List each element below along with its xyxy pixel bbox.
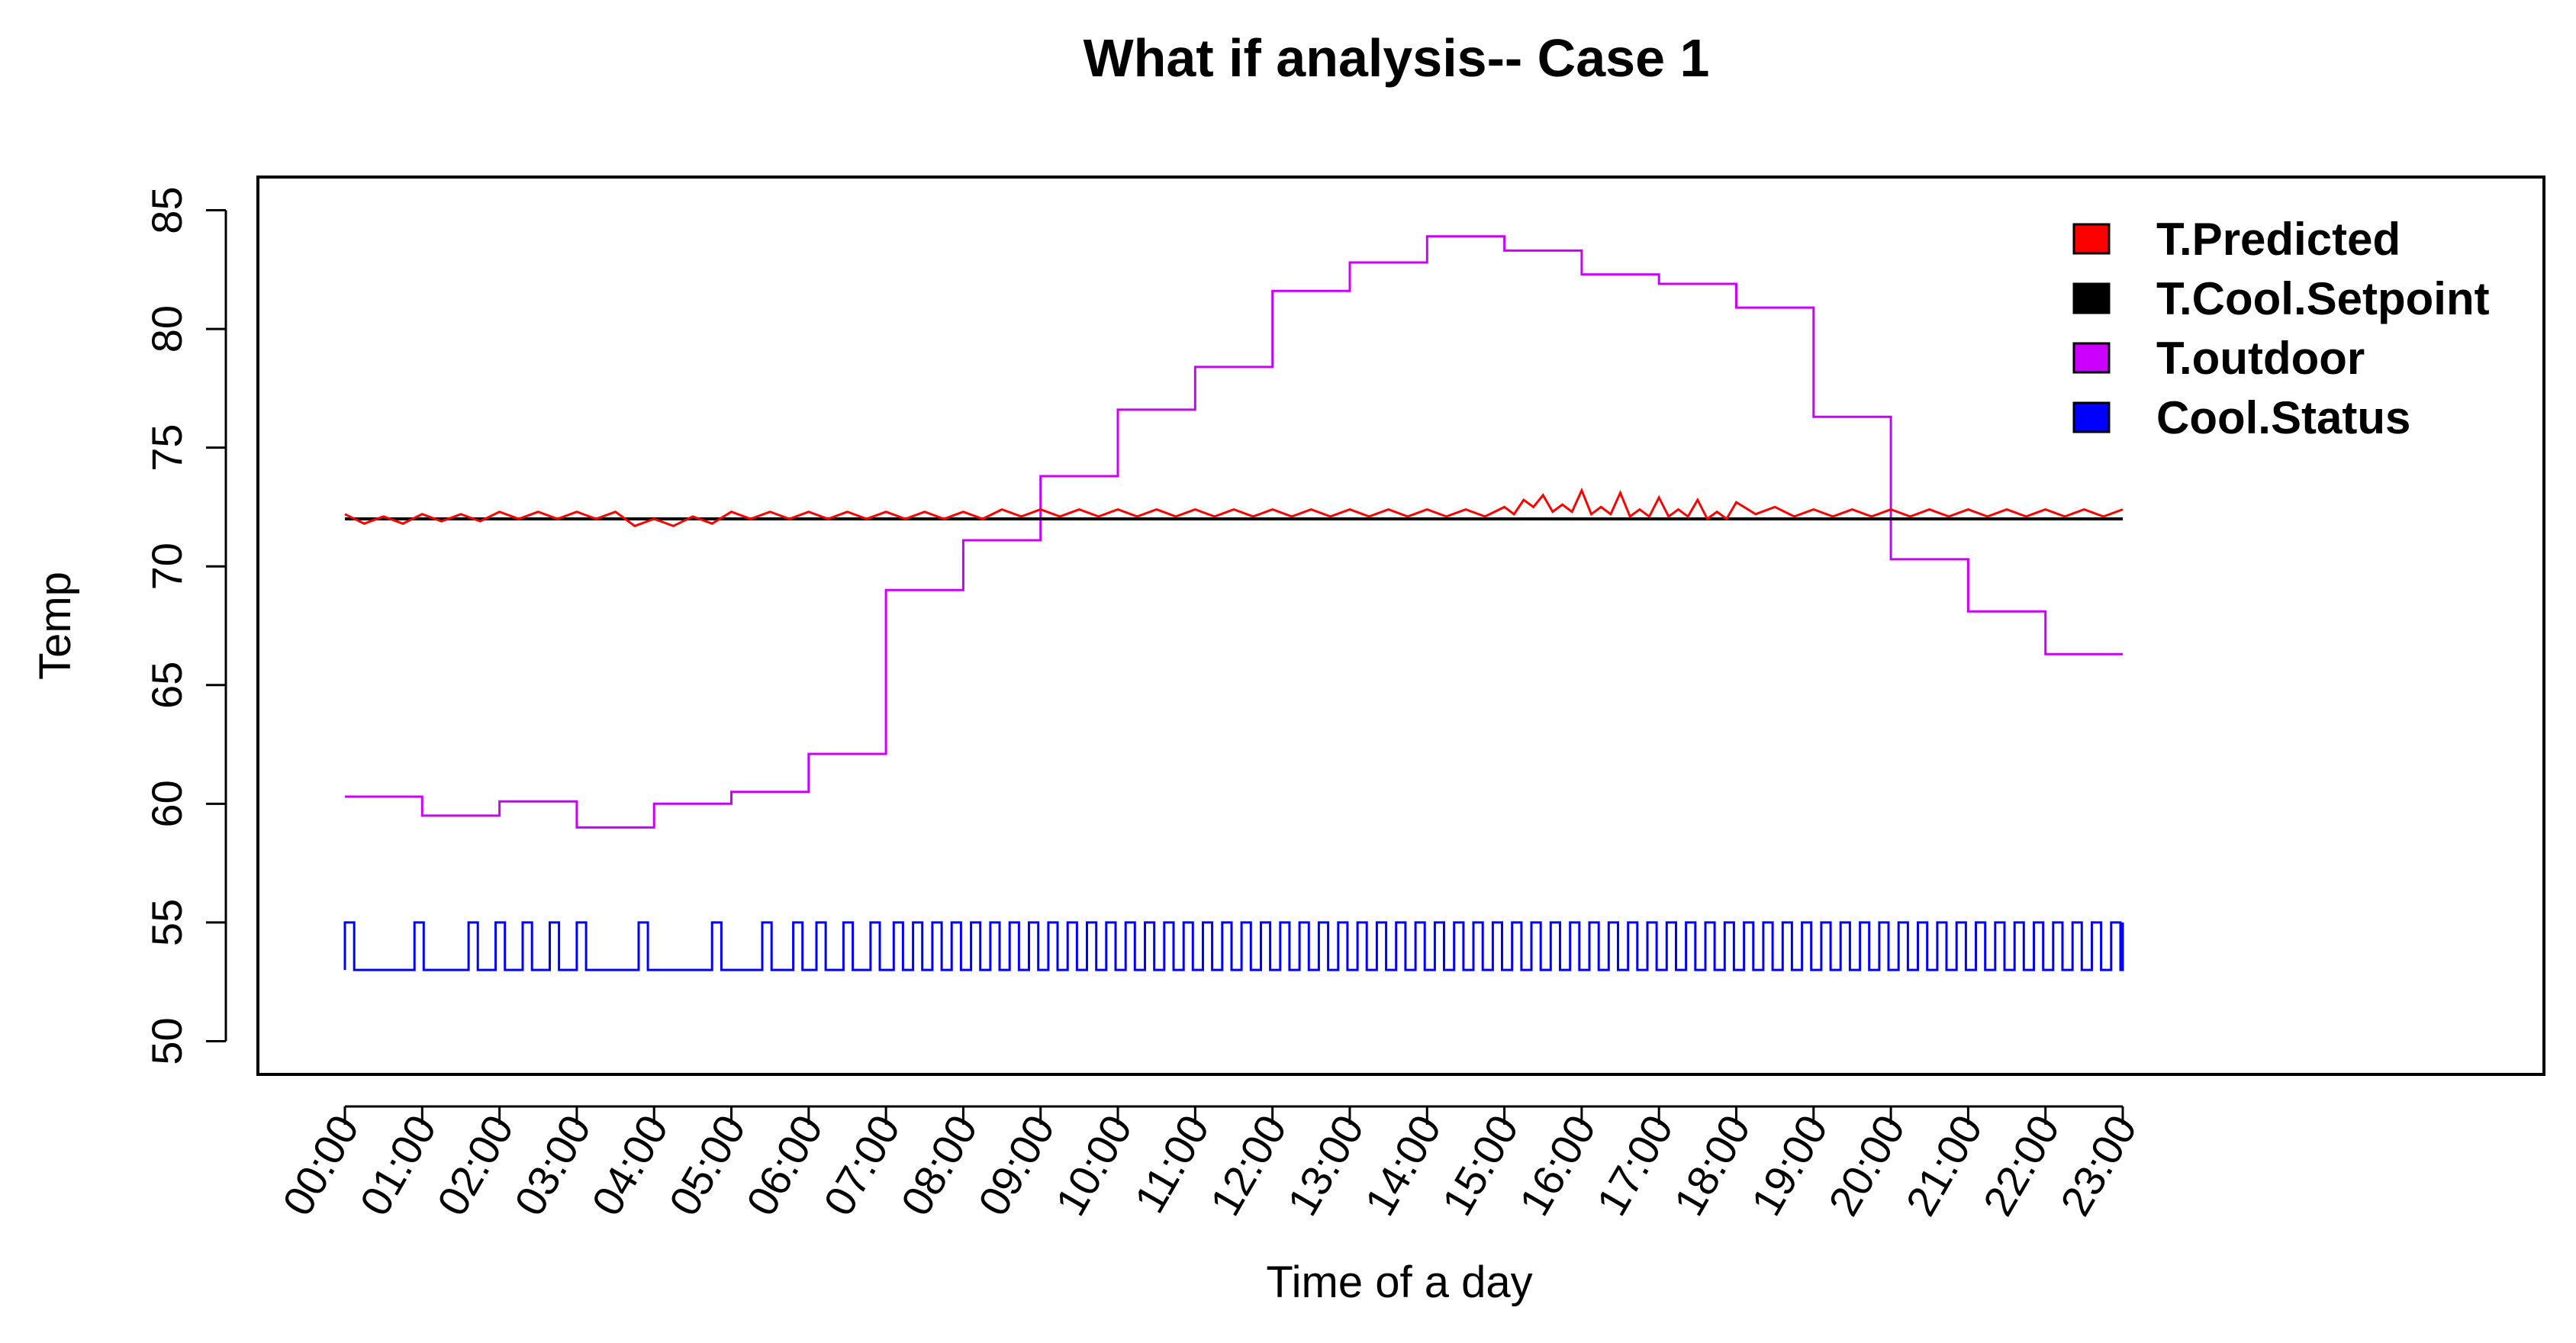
series-layer [343, 235, 2124, 971]
chart-title: What if analysis-- Case 1 [1084, 28, 1710, 88]
legend-label: T.Predicted [2156, 214, 2401, 265]
legend-label: T.Cool.Setpoint [2156, 273, 2490, 324]
y-tick-label: 60 [143, 780, 191, 827]
y-axis-label: Temp [31, 572, 80, 680]
series-t-outdoor [345, 235, 2123, 829]
y-tick-label: 65 [143, 662, 191, 709]
legend-label: T.outdoor [2156, 333, 2365, 384]
y-tick-label: 55 [143, 899, 191, 946]
legend: T.Predicted T.Cool.Setpoint T.outdoor Cool.… [2072, 214, 2490, 443]
legend-label: Cool.Status [2156, 392, 2410, 443]
y-tick-label: 80 [143, 305, 191, 353]
y-axis: 50 55 60 65 70 75 80 85 [143, 186, 227, 1065]
legend-swatch [2072, 401, 2111, 433]
legend-swatch [2072, 282, 2111, 314]
y-tick-label: 50 [143, 1017, 191, 1064]
series-t-predicted [344, 487, 2124, 527]
legend-swatch [2072, 342, 2111, 374]
y-tick-label: 85 [143, 186, 191, 233]
series-cool-status [343, 921, 2124, 971]
y-tick-label: 75 [143, 424, 191, 472]
x-axis-label: Time of a day [1266, 1258, 1532, 1307]
legend-swatch [2072, 223, 2111, 255]
plot-frame [256, 176, 2545, 1076]
y-tick-label: 70 [143, 543, 191, 590]
